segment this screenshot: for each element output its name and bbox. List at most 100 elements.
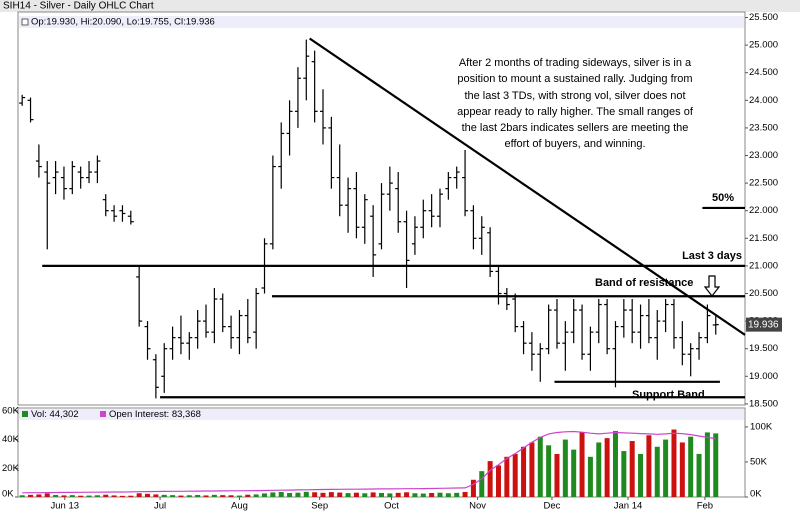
volume-bar [412,493,418,497]
last-price-box [746,317,782,332]
volume-bar [353,492,359,497]
volume-bar [379,492,384,497]
marks [19,37,746,497]
volume-bar [28,494,34,497]
legend-swatch [21,18,29,26]
volume-bar [521,446,527,497]
chart-title: SIH14 - Silver - Daily OHLC Chart [3,1,154,12]
volume-bar [546,445,552,497]
volume-bar [119,495,125,497]
y-tick-label: 19.000 [749,371,778,382]
volume-bar [345,493,351,497]
volume-bar [320,492,326,497]
x-tick-label: Jun 13 [51,501,80,512]
volume-bar [303,491,309,497]
volume-bar [195,494,201,497]
volume-bar [562,439,568,497]
y2-tick-label: 0K [750,489,762,500]
volume-bar [537,436,543,497]
volume-bar [420,493,426,497]
volume-bar [713,433,719,497]
last-price-label: 19.936 [748,319,779,330]
x-tick-label: Dec [544,501,561,512]
volume-bar [470,479,476,497]
annotation: Support Band [632,389,705,401]
legend-swatch [100,411,106,417]
volume-bar [621,451,627,497]
volume-bar [704,432,710,497]
volume-bar [337,492,343,497]
annotation: position to mount a sustained rally. Jud… [457,73,692,85]
y-tick-label: 18.500 [749,398,778,409]
volume-bar [312,492,318,497]
y-tick-label: 22.000 [749,205,778,216]
y-tick-label: 20.500 [749,288,778,299]
volume-bar [554,453,560,497]
volume-bar [253,494,259,497]
volume-bar [211,494,217,497]
volume-bar [186,495,192,497]
annotation: effort of buyers, and winning. [504,138,645,150]
volume-bar [437,492,443,497]
volume-bar [262,493,268,497]
y-tick-label: 23.500 [749,122,778,133]
volume-bar [178,495,184,497]
volume-bar [479,471,485,497]
volume-bar [395,492,401,497]
volume-bar [487,461,493,497]
x-tick-label: Oct [384,501,399,512]
legend-swatch [22,411,28,417]
volume-bar [454,492,460,497]
volume-bar [679,442,685,497]
price-legend: Op:19.930, Hi:20.090, Lo:19.755, Cl:19.9… [31,17,215,28]
volume-bar [429,492,435,497]
volume-bar [86,495,92,497]
volume-bar [604,438,610,497]
volume-bar [236,495,242,497]
y-tick-label: 21.000 [749,260,778,271]
x-tick-label: Sep [311,501,328,512]
volume-bar [362,493,368,497]
volume-bar [445,493,451,497]
x-tick-label: Jul [154,501,166,512]
trend-line [309,37,746,336]
volume-bar [69,495,75,497]
volume-bar [387,493,393,497]
open-interest-line [22,430,716,494]
y-tick-label: 24.000 [749,95,778,106]
y-tick-label: 40K [2,434,20,445]
volume-bar [19,495,25,497]
volume-bar [278,491,284,497]
volume-bar [94,495,100,497]
volume-bar [153,494,159,497]
volume-bar [245,494,251,497]
y-tick-label: 0K [2,489,14,500]
volume-bar [504,456,510,497]
volume-bar [663,439,669,497]
y-tick-label: 24.500 [749,67,778,78]
x-tick-label: Aug [231,501,248,512]
y-tick-label: 19.500 [749,343,778,354]
annotation: After 2 months of trading sideways, silv… [459,57,692,69]
annotation: the last 3 TDs, with strong vol, silver … [464,90,685,102]
volume-bar [170,495,176,497]
volume-bar [161,494,167,497]
volume-bar [638,453,644,497]
y2-tick-label: 100K [750,421,773,432]
volume-bar [529,442,535,497]
volume-bar [370,492,376,497]
volume-bar [612,430,618,497]
volume-bar [696,453,702,497]
volume-bar [145,493,151,497]
volume-bar [287,492,293,497]
volume-bar [587,456,593,497]
volume-bar [203,495,209,497]
volume-bar [571,449,577,497]
y-tick-label: 23.000 [749,150,778,161]
volume-bar [36,494,42,497]
legend-row [19,16,744,28]
arrow [703,275,721,297]
volume-legend-row [19,409,744,420]
